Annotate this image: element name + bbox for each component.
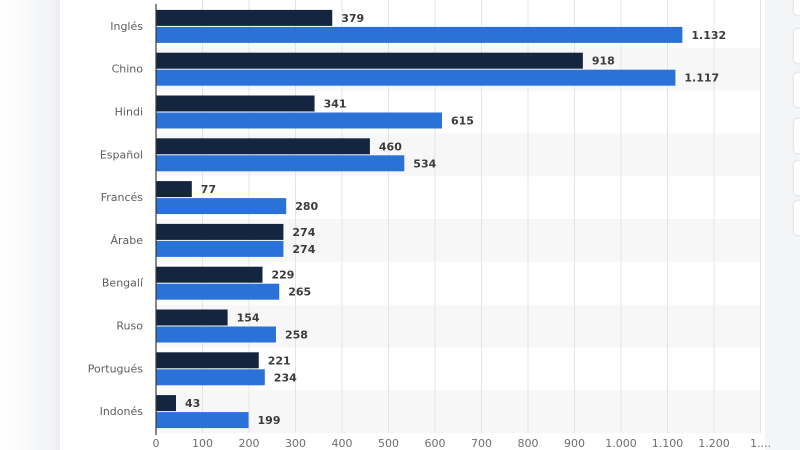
x-tick-label: 1.000 [605, 437, 637, 450]
data-label: 229 [271, 269, 294, 282]
toolbar-button[interactable] [793, 200, 800, 236]
data-label: 154 [237, 312, 260, 325]
data-label: 234 [274, 371, 297, 384]
bar-series-1[interactable] [156, 9, 333, 26]
bar-series-1[interactable] [156, 309, 228, 326]
bar-series-1[interactable] [156, 223, 284, 240]
category-label: Chino [112, 63, 144, 76]
row-band [156, 390, 761, 433]
x-tick-label: 800 [518, 437, 539, 450]
data-label: 534 [413, 157, 436, 170]
category-label: Bengalí [102, 277, 144, 290]
x-tick-label: 700 [471, 437, 492, 450]
data-label: 258 [285, 329, 308, 342]
category-label: Hindi [115, 106, 143, 119]
x-axis-tick-labels: 0 100 200 300 400 500 600 700 800 900 1.000 1.100 1.… [153, 437, 772, 450]
bar-series-2[interactable] [156, 155, 405, 172]
x-tick-label: 600 [425, 437, 446, 450]
bar-series-1[interactable] [156, 181, 192, 198]
toolbar-button[interactable] [793, 72, 800, 108]
bar-series-2[interactable] [156, 412, 249, 429]
data-label: 918 [592, 55, 615, 68]
bar-series-2[interactable] [156, 240, 284, 257]
bar-series-2[interactable] [156, 326, 276, 343]
x-tick-label: 1.100 [652, 437, 684, 450]
category-label: Inglés [110, 20, 143, 33]
data-label: 341 [324, 98, 347, 111]
category-label: Árabe [110, 234, 143, 247]
category-label: Español [100, 148, 143, 161]
bar-series-1[interactable] [156, 352, 259, 369]
bar-series-2[interactable] [156, 369, 265, 386]
x-tick-label: 1.... [750, 437, 771, 450]
x-tick-label: 100 [192, 437, 213, 450]
toolbar-button[interactable] [793, 118, 800, 154]
data-label: 221 [268, 354, 291, 367]
category-label: Francés [101, 191, 144, 204]
data-label: 274 [292, 226, 315, 239]
bar-series-1[interactable] [156, 138, 370, 155]
toolbar-button[interactable] [793, 28, 800, 64]
category-label: Indonés [100, 405, 144, 418]
bar-series-2[interactable] [156, 26, 683, 43]
x-tick-label: 0 [153, 437, 160, 450]
category-label: Portugués [88, 362, 144, 375]
bar-series-2[interactable] [156, 283, 280, 300]
bar-series-1[interactable] [156, 95, 315, 112]
data-label: 77 [201, 183, 216, 196]
bar-series-2[interactable] [156, 198, 287, 215]
data-label: 460 [379, 140, 402, 153]
data-label: 265 [288, 286, 311, 299]
bar-series-1[interactable] [156, 52, 583, 69]
x-tick-label: 1.200 [698, 437, 730, 450]
x-tick-label: 400 [332, 437, 353, 450]
bar-series-1[interactable] [156, 395, 176, 412]
x-tick-label: 300 [285, 437, 306, 450]
bar-series-2[interactable] [156, 112, 442, 129]
x-tick-label: 500 [378, 437, 399, 450]
data-label: 1.117 [684, 72, 719, 85]
toolbar-button[interactable] [793, 0, 800, 16]
data-label: 615 [451, 115, 474, 128]
x-tick-label: 200 [239, 437, 260, 450]
category-label: Ruso [116, 320, 143, 333]
side-toolbar [793, 0, 800, 240]
bar-series-1[interactable] [156, 266, 263, 283]
toolbar-button[interactable] [793, 160, 800, 196]
data-label: 199 [258, 414, 281, 427]
page-margin [0, 0, 60, 450]
category-labels: Inglés Chino Hindi Español Francés Árabe Benga… [88, 20, 144, 418]
bar-series-2[interactable] [156, 69, 676, 86]
data-label: 379 [341, 12, 364, 25]
data-label: 43 [185, 397, 200, 410]
data-label: 1.132 [691, 29, 726, 42]
x-tick-label: 900 [564, 437, 585, 450]
bars: 379 1.132 918 1.117 341 615 460 534 77 280 274 274 2… [156, 9, 726, 429]
data-label: 280 [295, 200, 318, 213]
data-label: 274 [292, 243, 315, 256]
